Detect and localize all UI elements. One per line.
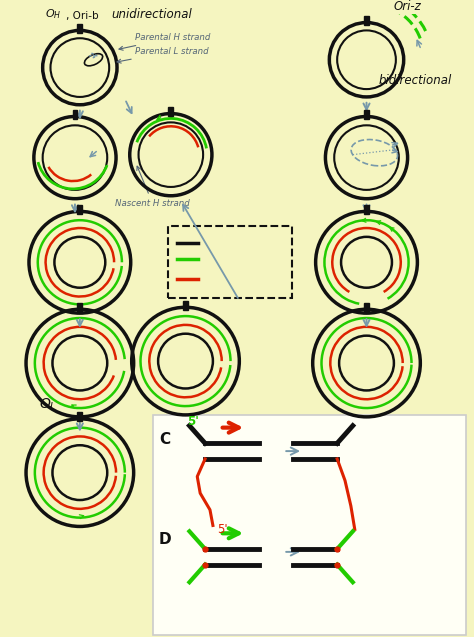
Bar	[77, 205, 82, 214]
Bar	[364, 303, 369, 311]
Bar	[73, 110, 77, 119]
Bar	[168, 107, 173, 116]
Bar	[364, 205, 369, 214]
Bar	[77, 413, 82, 421]
Text: , Ori-b: , Ori-b	[66, 11, 99, 20]
Text: unidirectional: unidirectional	[111, 8, 192, 20]
FancyBboxPatch shape	[168, 226, 292, 299]
Text: Nascent DNA: Nascent DNA	[202, 254, 271, 264]
Text: Ori-z: Ori-z	[394, 0, 422, 13]
Text: Parental L strand: Parental L strand	[117, 47, 208, 63]
Text: Nascent H strand: Nascent H strand	[115, 166, 190, 208]
Text: 5': 5'	[217, 523, 228, 536]
Text: bidirectional: bidirectional	[378, 75, 452, 87]
Bar	[153, 415, 466, 635]
Text: Parental H strand: Parental H strand	[119, 33, 210, 50]
Bar	[77, 24, 82, 33]
Text: C: C	[159, 432, 170, 447]
Bar	[183, 301, 188, 310]
Bar	[364, 16, 369, 25]
Text: 5': 5'	[188, 415, 200, 428]
Text: $O_L$: $O_L$	[39, 397, 56, 413]
Bar	[364, 110, 369, 119]
Text: D: D	[159, 532, 172, 547]
Text: Lagging-strand
RNA: Lagging-strand RNA	[202, 268, 281, 290]
Bar	[77, 303, 82, 311]
Text: Parental DNA: Parental DNA	[202, 238, 271, 248]
Text: $O_H$: $O_H$	[45, 7, 61, 20]
